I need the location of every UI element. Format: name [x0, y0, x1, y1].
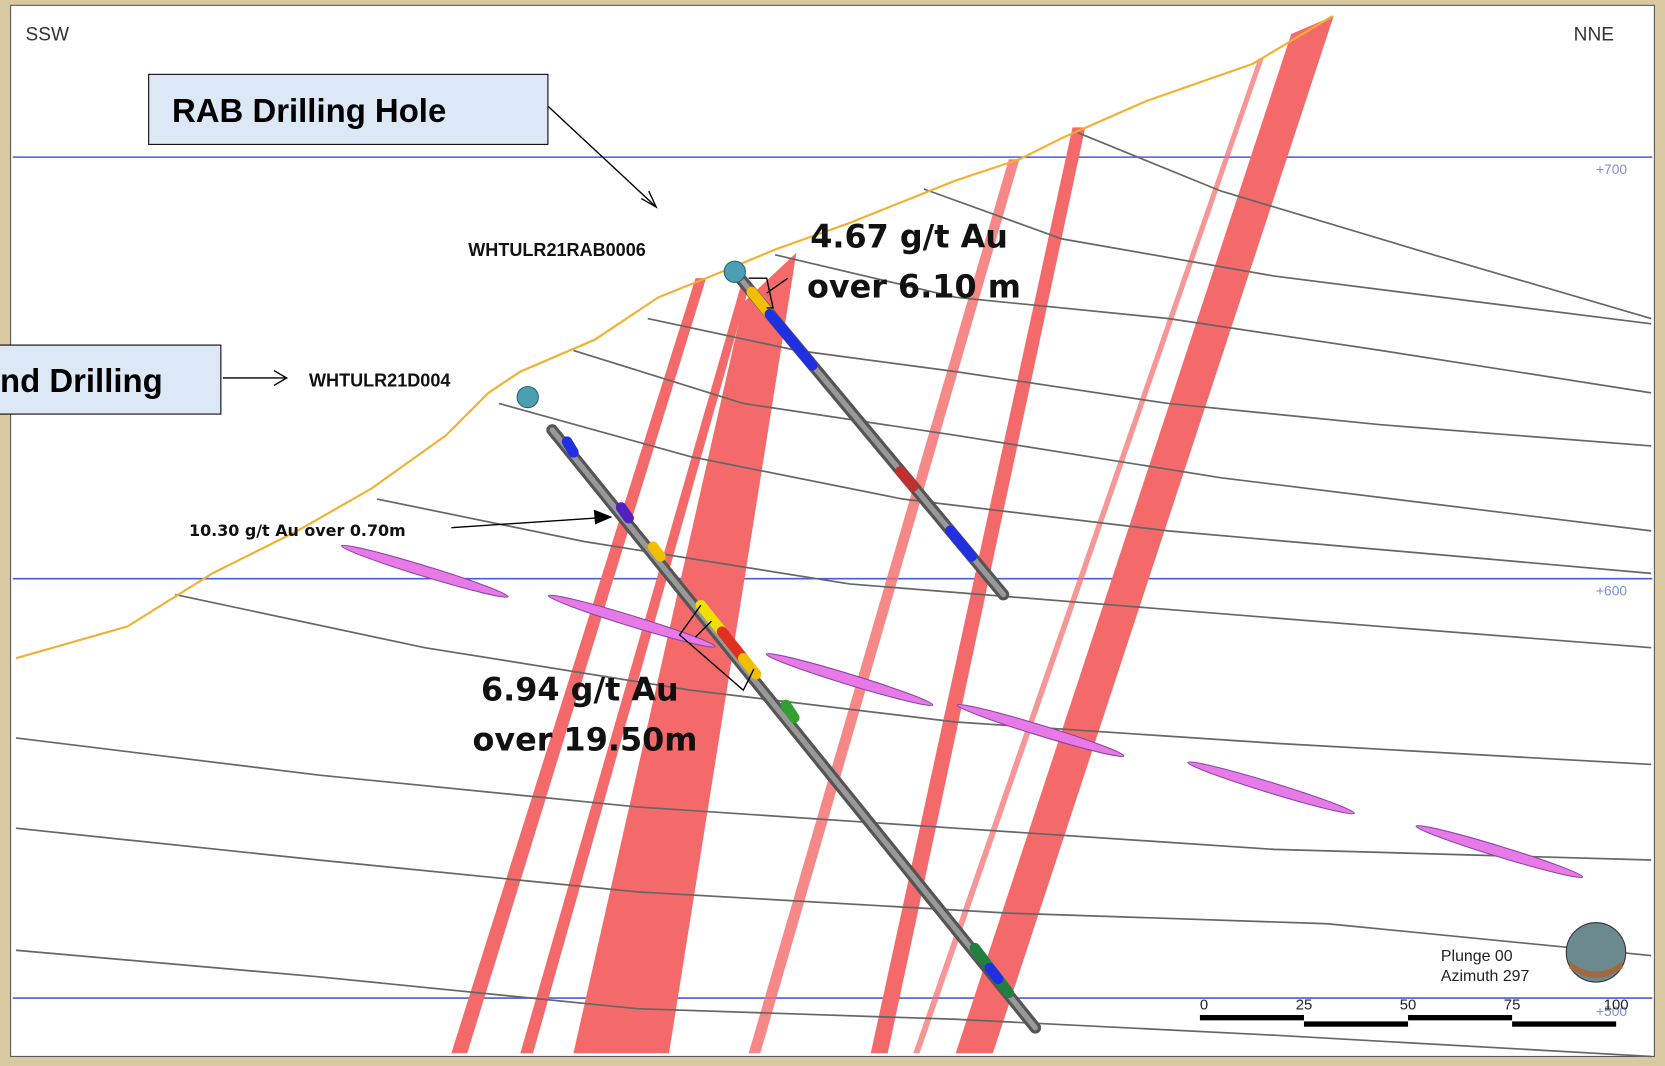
lenses [340, 544, 1584, 879]
elevation-label: +500 [1596, 1004, 1627, 1019]
scale-label: 0 [1200, 998, 1208, 1014]
elevation-label: +700 [1596, 162, 1627, 177]
scale-label: 100 [1604, 998, 1629, 1014]
canvas [10, 4, 1655, 1057]
intercept: 6.94 g/t Au [481, 671, 679, 709]
intercept: 10.30 g/t Au over 0.70m [189, 521, 406, 540]
elevation-label: +600 [1596, 584, 1627, 599]
geology-contacts [15, 131, 1652, 1058]
drill-holes [516, 260, 1042, 1034]
intercept: over 6.10 m [807, 267, 1021, 305]
scale-label: 75 [1504, 998, 1521, 1014]
view-globe-base [1569, 960, 1623, 978]
scale-bar [1199, 1015, 1617, 1027]
scale-label: 50 [1400, 998, 1417, 1014]
orientation: NNE [1574, 24, 1614, 45]
leaders [222, 105, 789, 692]
callout: nd Drilling [0, 362, 163, 399]
intercept: 4.67 g/t Au [810, 217, 1008, 255]
elevation-lines [12, 156, 1653, 999]
callout: RAB Drilling Hole [172, 92, 446, 129]
topography [15, 15, 1334, 660]
view-globe [1565, 922, 1627, 983]
hole-id: WHTULR21D004 [309, 370, 450, 390]
orientation: SSW [25, 24, 69, 45]
hole-id: WHTULR21RAB0006 [468, 240, 646, 260]
scale-label: 25 [1296, 998, 1313, 1014]
plunge: Plunge 00 [1441, 948, 1513, 965]
callout-box [0, 344, 222, 415]
callout-box [148, 73, 549, 145]
mineralised-zones [451, 15, 1334, 1054]
intercept: over 19.50m [473, 721, 698, 759]
azimuth: Azimuth 297 [1441, 968, 1530, 985]
